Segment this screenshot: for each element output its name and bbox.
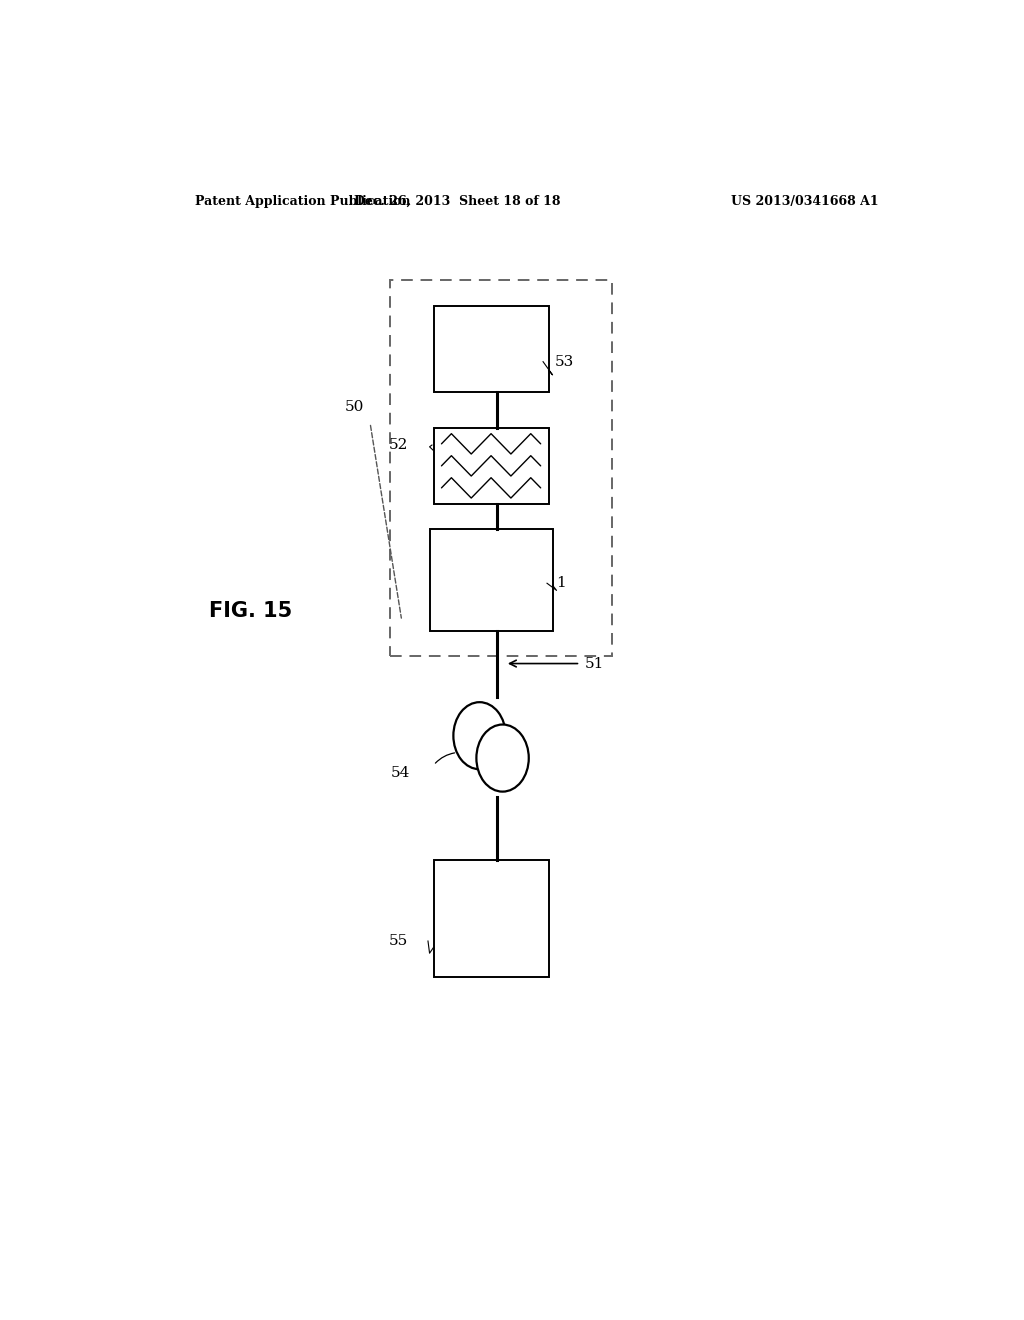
Text: Patent Application Publication: Patent Application Publication xyxy=(196,194,411,207)
Circle shape xyxy=(454,702,506,770)
Text: 53: 53 xyxy=(555,355,574,368)
Text: 51: 51 xyxy=(585,656,604,671)
Text: 55: 55 xyxy=(389,935,409,948)
Text: 52: 52 xyxy=(389,438,409,451)
Text: 1: 1 xyxy=(557,577,566,590)
Bar xyxy=(390,280,612,656)
Bar xyxy=(430,529,553,631)
Bar xyxy=(433,859,549,977)
Text: US 2013/0341668 A1: US 2013/0341668 A1 xyxy=(731,194,879,207)
Bar xyxy=(433,306,549,392)
Text: FIG. 15: FIG. 15 xyxy=(209,601,293,620)
Text: Dec. 26, 2013  Sheet 18 of 18: Dec. 26, 2013 Sheet 18 of 18 xyxy=(354,194,560,207)
Text: 54: 54 xyxy=(390,767,410,780)
Bar xyxy=(433,428,549,504)
Text: 50: 50 xyxy=(344,400,364,414)
Circle shape xyxy=(476,725,528,792)
